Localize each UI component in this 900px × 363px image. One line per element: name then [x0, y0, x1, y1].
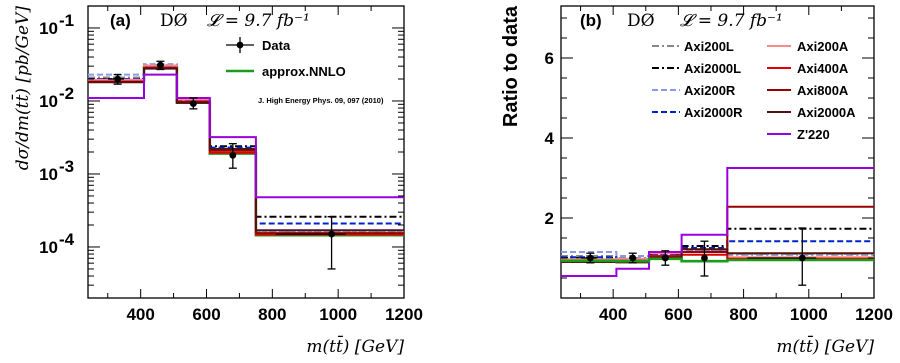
legend-b-label-axi2000l: Axi2000L [684, 61, 741, 76]
data-point-0-b [586, 254, 594, 262]
legend-a: Data approx.NNLO [226, 37, 346, 79]
series-line-axi2000a-a [88, 67, 404, 232]
legend-b-label-axi2000a: Axi2000A [797, 105, 856, 120]
data-point-1-b [629, 254, 637, 262]
reference-label: J. High Energy Phys. 09, 097 (2010) [258, 96, 384, 105]
y-tick-label--1-a: 10 [39, 19, 58, 38]
y-axis-title-a: dσ/dm(tt̄) [pb/GeV] [10, 6, 33, 171]
legend-b-label-axi200r: Axi200R [684, 83, 736, 98]
series-line-axi800a-a [88, 67, 404, 235]
legend-b-label-axi800a: Axi800A [797, 83, 849, 98]
legend-b: Axi200L Axi2000L Axi200R Axi2000R Axi200A Axi… [652, 39, 856, 142]
x-tick-label-600-a: 600 [192, 305, 220, 324]
panel-label-a: (a) [110, 11, 131, 30]
data-point-2-b [661, 254, 669, 262]
x-tick-label-400-a: 400 [126, 305, 154, 324]
series-group-a [88, 63, 404, 237]
experiment-label-a: DØ [160, 11, 188, 31]
x-axis-title-b: m(tt̄) [GeV] [776, 334, 874, 357]
plot-frame-b [560, 5, 875, 299]
y-tick-exp--3-a: -3 [59, 157, 74, 176]
data-point-4-b [798, 254, 806, 262]
panel-label-b: (b) [580, 11, 602, 30]
legend-b-label-axi200l: Axi200L [684, 39, 734, 54]
x-tick-label-400-b: 400 [599, 305, 627, 324]
x-tick-label-1000-b: 1000 [790, 305, 828, 324]
legend-b-label-axi400a: Axi400A [797, 61, 849, 76]
y-tick-exp--4-a: -4 [59, 230, 75, 249]
legend-b-label-z-220: Z'220 [797, 127, 830, 142]
series-group-b [561, 167, 874, 277]
axis-ticks-b: 400 600 800 1000 1200 2 4 6 [545, 6, 893, 324]
data-point-0-a [114, 75, 122, 83]
data-point-3-b [701, 254, 708, 262]
x-tick-label-1200-b: 1200 [855, 305, 893, 324]
data-point-1-a [157, 61, 164, 69]
y-tick-label-2-b: 2 [545, 209, 554, 228]
x-tick-label-600-b: 600 [664, 305, 692, 324]
y-tick-label--3-a: 10 [39, 165, 58, 184]
series-line-axi2000r-a [88, 65, 404, 225]
legend-b-label-axi200a: Axi200A [797, 39, 849, 54]
y-tick-label--2-a: 10 [39, 92, 58, 111]
luminosity-label-a: 𝓛 = 9.7 fb⁻¹ [207, 11, 310, 31]
x-tick-label-800-a: 800 [258, 305, 286, 324]
y-tick-label-6-b: 6 [545, 49, 554, 68]
experiment-label-b: DØ [627, 11, 655, 31]
y-tick-exp--1-a: -1 [59, 11, 74, 30]
series-line-z-220-a [88, 73, 404, 199]
data-points-b [581, 227, 817, 286]
panel-b: 400 600 800 1000 1200 2 4 6 (b) DØ 𝓛 = 9.7 fb⁻¹… [500, 5, 893, 357]
legend-b-label-axi2000r: Axi2000R [684, 105, 743, 120]
data-point-4-a [328, 230, 335, 238]
y-tick-label--4-a: 10 [39, 238, 58, 257]
y-tick-exp--2-a: -2 [59, 84, 74, 103]
data-points-a [108, 60, 346, 270]
y-axis-title-b: Ratio to data [500, 5, 522, 127]
data-point-2-a [189, 100, 197, 108]
luminosity-label-b: 𝓛 = 9.7 fb⁻¹ [680, 11, 783, 31]
y-tick-label-4-b: 4 [545, 129, 555, 148]
data-point-3-a [229, 151, 237, 159]
x-tick-label-1200-a: 1200 [385, 305, 423, 324]
x-axis-title-a: m(tt̄) [GeV] [306, 334, 404, 357]
x-tick-label-1000-a: 1000 [319, 305, 357, 324]
legend-a-swatch-marker-0 [236, 41, 244, 49]
legend-a-label-approx-nnlo: approx.NNLO [262, 64, 346, 79]
legend-a-label-data: Data [262, 38, 291, 53]
series-line-axi2000l-a [88, 65, 404, 218]
x-tick-label-800-b: 800 [729, 305, 757, 324]
